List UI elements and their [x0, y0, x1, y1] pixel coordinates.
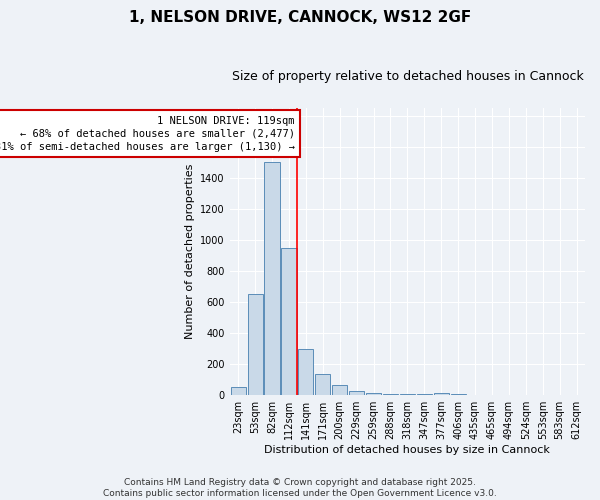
Bar: [434, 393, 449, 395]
Bar: [332, 385, 347, 395]
Y-axis label: Number of detached properties: Number of detached properties: [185, 164, 195, 339]
X-axis label: Distribution of detached houses by size in Cannock: Distribution of detached houses by size …: [265, 445, 550, 455]
Bar: [416, 394, 432, 395]
Bar: [315, 374, 331, 395]
Bar: [451, 394, 466, 395]
Bar: [400, 394, 415, 395]
Bar: [230, 388, 246, 395]
Bar: [349, 392, 364, 395]
Bar: [248, 294, 263, 395]
Bar: [265, 162, 280, 395]
Text: 1 NELSON DRIVE: 119sqm
← 68% of detached houses are smaller (2,477)
31% of semi-: 1 NELSON DRIVE: 119sqm ← 68% of detached…: [0, 116, 295, 152]
Bar: [281, 248, 296, 395]
Text: Contains HM Land Registry data © Crown copyright and database right 2025.
Contai: Contains HM Land Registry data © Crown c…: [103, 478, 497, 498]
Bar: [383, 394, 398, 395]
Bar: [298, 348, 313, 395]
Text: 1, NELSON DRIVE, CANNOCK, WS12 2GF: 1, NELSON DRIVE, CANNOCK, WS12 2GF: [129, 10, 471, 25]
Title: Size of property relative to detached houses in Cannock: Size of property relative to detached ho…: [232, 70, 583, 83]
Bar: [366, 393, 381, 395]
